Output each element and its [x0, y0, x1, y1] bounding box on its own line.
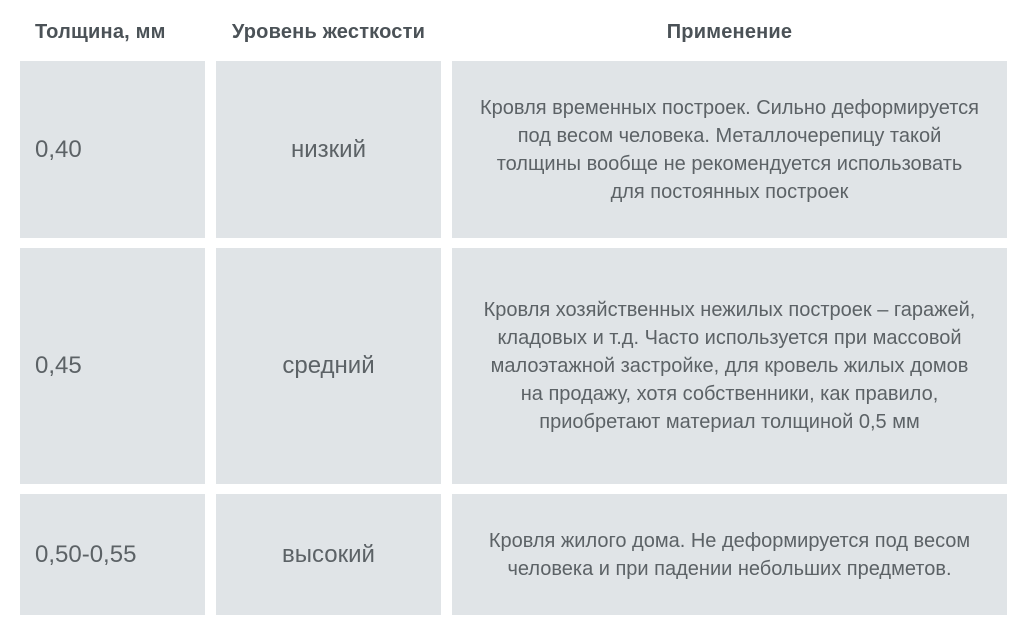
thickness-rigidity-table: Толщина, мм Уровень жесткости Применение…: [20, 14, 1007, 615]
column-header-rigidity: Уровень жесткости: [231, 21, 426, 43]
row3-cell-application: Кровля жилого дома. Не деформируется под…: [452, 494, 1007, 615]
column-header-thickness: Толщина, мм: [35, 21, 166, 43]
row2-cell-rigidity: средний: [216, 248, 441, 484]
row3-cell-rigidity: высокий: [216, 494, 441, 615]
row1-cell-thickness: 0,40: [20, 61, 205, 238]
row2-cell-application: Кровля хозяйственных нежилых построек – …: [452, 248, 1007, 484]
column-header-application: Применение: [666, 21, 793, 43]
row1-cell-rigidity: низкий: [216, 61, 441, 238]
row1-cell-application: Кровля временных построек. Сильно деформ…: [452, 61, 1007, 238]
row3-cell-thickness: 0,50-0,55: [20, 494, 205, 615]
row2-cell-thickness: 0,45: [20, 248, 205, 484]
